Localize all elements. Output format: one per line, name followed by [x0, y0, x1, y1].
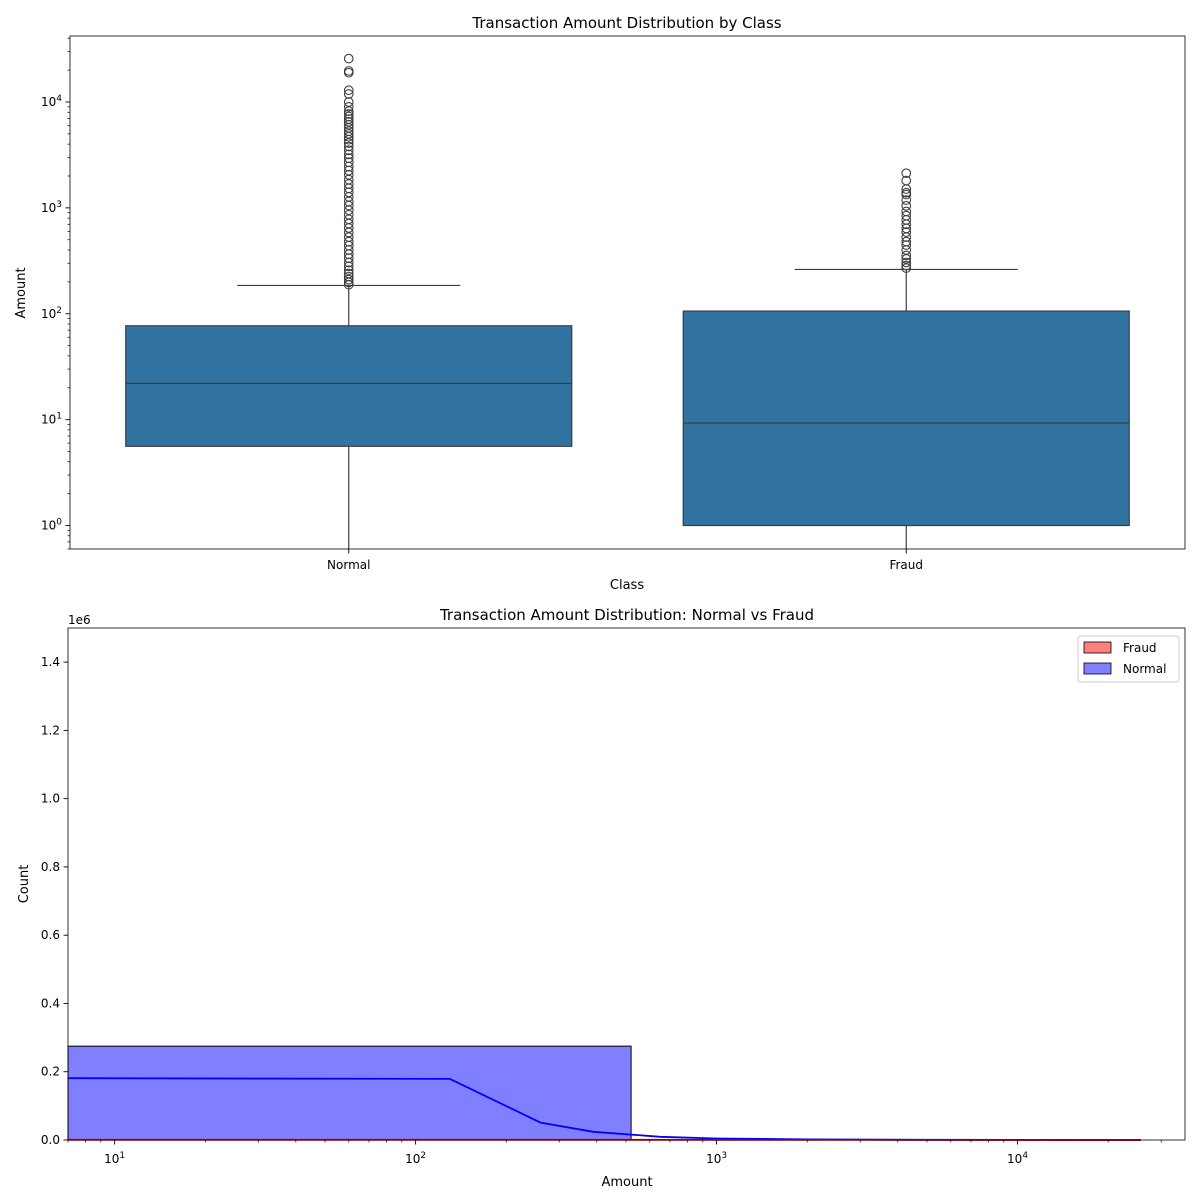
box-plot-y-axis-ticks: 100 101 102 103 104: [41, 37, 70, 550]
histogram-y-axis-ticks: 0.0 0.2 0.4 0.6 0.8 1.0 1.2 1.4: [41, 655, 68, 1147]
box-fraud: [682, 310, 1130, 527]
histogram-x-axis-label: Amount: [601, 1175, 652, 1190]
outlier-point-fraud: [901, 195, 912, 205]
x-tick-label-fraud: Fraud: [889, 558, 923, 572]
y-tick-label-4: 104: [41, 94, 62, 109]
outlier-point-normal: [343, 274, 354, 285]
legend-swatch-fraud: [1083, 641, 1112, 654]
box-plot-x-axis-ticks: Normal Fraud: [327, 549, 923, 572]
box-plot-panel: Transaction Amount Distribution by Class…: [14, 14, 1186, 593]
outlier-point-normal: [343, 101, 354, 112]
outlier-point-normal: [343, 149, 354, 160]
histogram-title: Transaction Amount Distribution: Normal …: [439, 606, 814, 624]
histogram-y-offset-label: 1e6: [68, 613, 91, 627]
outlier-point-normal: [343, 53, 354, 64]
outlier-point-normal: [343, 261, 354, 272]
box-normal: [125, 325, 573, 447]
box-plot-frame: [69, 35, 1186, 550]
y-tick-label-1: 101: [41, 412, 62, 427]
outlier-point-fraud: [901, 250, 912, 261]
outlier-point-fraud: [901, 227, 912, 237]
y-tick-label: 1.0: [41, 792, 60, 806]
outlier-point-normal: [343, 67, 354, 78]
histogram-x-axis-ticks: 101 102 103 104: [67, 1140, 1162, 1166]
outlier-point-normal: [343, 141, 354, 152]
outlier-point-normal: [343, 200, 354, 211]
outlier-point-normal: [343, 138, 354, 148]
outlier-point-normal: [343, 106, 354, 116]
x-tick-label-3: 103: [706, 1151, 727, 1166]
y-tick-label-3: 103: [41, 200, 62, 215]
outlier-point-fraud: [901, 232, 912, 242]
outlier-point-fraud: [901, 240, 912, 250]
box-plot-x-axis-label: Class: [610, 578, 644, 593]
outlier-point-fraud: [901, 257, 912, 268]
outlier-point-normal: [343, 109, 354, 119]
outlier-point-normal: [343, 257, 354, 268]
y-tick-label: 1.2: [41, 723, 60, 737]
y-tick-label: 0.6: [41, 928, 60, 942]
x-tick-label-4: 104: [1007, 1151, 1028, 1166]
outlier-point-normal: [343, 131, 354, 142]
outlier-point-normal: [343, 170, 354, 180]
legend-swatch-normal: [1083, 662, 1112, 675]
outlier-point-normal: [343, 89, 354, 99]
outlier-point-normal: [343, 265, 354, 276]
histogram-bar-normal: [67, 1045, 632, 1141]
histogram-y-axis-label: Count: [17, 865, 32, 904]
y-tick-label: 1.4: [41, 655, 60, 669]
legend-label-normal: Normal: [1123, 662, 1166, 676]
histogram-frame: [67, 627, 1186, 1141]
y-tick-label: 0.4: [41, 996, 60, 1010]
outlier-point-normal: [343, 134, 354, 145]
y-tick-label-2: 102: [41, 306, 62, 321]
outlier-point-fraud: [901, 200, 912, 211]
outlier-point-fraud: [901, 260, 912, 271]
outlier-point-fraud: [901, 189, 912, 200]
x-tick-label-1: 101: [104, 1151, 125, 1166]
outlier-point-fraud: [901, 168, 912, 179]
box-plot-title: Transaction Amount Distribution by Class: [471, 14, 781, 32]
outlier-point-fraud: [901, 184, 912, 194]
outlier-point-normal: [343, 85, 354, 96]
outlier-point-fraud: [901, 263, 912, 273]
histogram-marks: [67, 1045, 1141, 1141]
x-tick-label-normal: Normal: [327, 558, 370, 572]
outlier-point-fraud: [901, 253, 912, 264]
outlier-point-normal: [343, 116, 354, 127]
box-plot-y-axis-label: Amount: [14, 267, 29, 318]
legend-label-fraud: Fraud: [1123, 641, 1157, 655]
box-plot-marks: [125, 53, 1130, 549]
x-tick-label-2: 102: [405, 1151, 426, 1166]
histogram-legend: Fraud Normal: [1077, 635, 1180, 683]
outlier-point-normal: [343, 145, 354, 156]
histogram-panel: Transaction Amount Distribution: Normal …: [17, 606, 1186, 1190]
y-tick-label: 0.8: [41, 860, 60, 874]
y-tick-label-0: 100: [41, 518, 62, 533]
outlier-point-normal: [343, 277, 354, 288]
outlier-point-fraud: [901, 219, 912, 230]
y-tick-label: 0.2: [41, 1065, 60, 1079]
outlier-point-normal: [343, 279, 354, 290]
y-tick-label: 0.0: [41, 1133, 60, 1147]
